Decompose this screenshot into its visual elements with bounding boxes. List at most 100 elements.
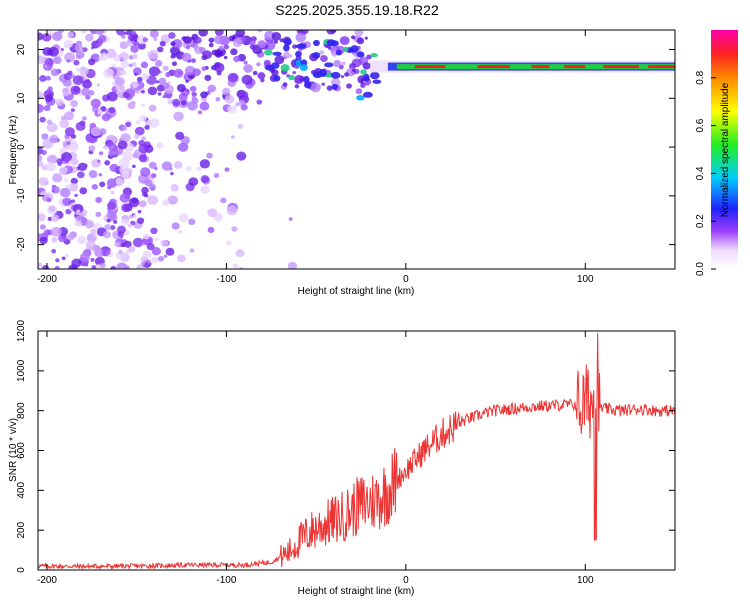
spectrogram-cell <box>51 237 58 243</box>
spectrogram-cell <box>108 143 118 152</box>
spectrogram-cell <box>38 176 49 186</box>
spectrogram-cell <box>66 233 75 241</box>
spectrogram-cell <box>147 195 159 206</box>
signal-peak <box>414 65 446 69</box>
spectrogram-cell <box>57 30 64 34</box>
spectrogram-cell <box>207 226 215 234</box>
spectrogram-cell <box>232 38 243 47</box>
spectrogram-cell <box>67 31 75 38</box>
spectrogram-cell <box>60 235 64 239</box>
x-tick-label: -100 <box>216 575 236 586</box>
spectrogram-cell <box>214 30 224 37</box>
spectrogram-cell <box>132 214 137 219</box>
spectrogram-cell <box>199 159 211 169</box>
spectrogram-cell <box>150 227 158 235</box>
spectrogram-cell <box>349 63 357 70</box>
spectrogram-cell <box>243 64 253 73</box>
spectrogram-cell <box>64 112 71 118</box>
spectrogram-cell <box>233 55 241 63</box>
spectrogram-cell <box>85 33 94 42</box>
spectrogram-cell <box>38 213 46 222</box>
spectrogram-cell <box>58 166 68 175</box>
spectrogram-cell <box>128 197 140 208</box>
x-tick-label: 0 <box>403 575 409 586</box>
spectrogram-cell <box>170 53 177 59</box>
spectrogram-cell <box>190 58 196 63</box>
spectrogram-cell <box>273 39 278 44</box>
spectrogram-cell <box>177 254 186 263</box>
spectrogram-cell <box>232 263 239 269</box>
spectrogram-cell <box>249 40 256 46</box>
spectrogram-cell <box>202 98 207 103</box>
spectrogram-cell <box>231 135 235 139</box>
spectrogram-cell <box>114 77 125 86</box>
spectrogram-cell <box>352 68 356 72</box>
spectrogram-cell <box>107 201 117 210</box>
spectrogram-cell <box>68 183 79 192</box>
spectrogram-cell <box>127 223 133 228</box>
spectrogram-cell <box>121 34 126 39</box>
spectrogram-cell <box>222 87 231 96</box>
spectrogram-cell <box>223 44 230 50</box>
spectrogram-cell <box>90 126 102 137</box>
spectrogram-cell <box>178 142 189 152</box>
spectrogram-cell <box>355 88 363 95</box>
spectrogram-cell <box>82 116 87 121</box>
spectrogram-cell <box>206 152 213 159</box>
spectrogram-cell <box>147 49 159 60</box>
spectrogram-cell <box>121 203 131 213</box>
spectrogram-cell <box>44 58 54 68</box>
spectrogram-cell <box>136 264 144 269</box>
snr-series-line <box>38 332 675 570</box>
spectrogram-cell <box>115 250 126 260</box>
colorbar-tick-label: 0.6 <box>695 118 706 132</box>
spectrogram-cell <box>350 45 359 53</box>
spectrogram-cell <box>76 171 85 179</box>
spectrogram-cell <box>138 154 148 163</box>
spectrogram-cell <box>122 91 130 99</box>
spectrogram-cell <box>330 71 341 79</box>
spectrogram-cell <box>38 91 44 100</box>
spectrogram-cell <box>295 43 306 49</box>
spectrogram-cell <box>154 166 158 171</box>
spectrogram-cell <box>39 224 46 230</box>
spectrogram-cell <box>178 230 183 234</box>
spectrogram-cell <box>257 40 266 49</box>
spectrogram-cell <box>135 120 141 125</box>
spectrogram-cell <box>73 203 84 214</box>
spectrogram-cell <box>167 195 178 205</box>
spectrogram-cell <box>110 190 115 195</box>
spectrogram-cell <box>351 35 356 40</box>
spectrogram-cell <box>156 142 164 149</box>
spectrogram-frame <box>37 29 676 270</box>
spectrogram-cell <box>47 205 58 215</box>
spectrogram-cell <box>74 193 78 198</box>
spectrogram-cell <box>109 225 116 231</box>
spectrogram-cell <box>144 193 149 198</box>
spectrogram-cell <box>271 31 282 41</box>
spectrogram-cell <box>59 119 69 129</box>
spectrogram-cell <box>101 248 111 257</box>
spectrogram-cell <box>128 63 133 68</box>
spectrogram-cell <box>67 70 73 76</box>
spectrogram-cell <box>147 86 158 96</box>
spectrogram-cell <box>224 94 235 104</box>
spectrogram-cell <box>60 47 65 51</box>
spectrogram-cell <box>151 246 161 256</box>
colorbar-tick-label: 0.0 <box>695 262 706 276</box>
spectrogram-cell <box>176 83 186 93</box>
spectrogram-cell <box>288 74 295 81</box>
spectrogram-cell <box>156 84 165 92</box>
spectrogram-cell <box>163 254 168 258</box>
spectrogram-cell <box>52 173 63 183</box>
colorbar-tick-label: 0.2 <box>695 214 706 228</box>
spectrogram-cell <box>200 185 210 194</box>
spectrogram-cell <box>79 252 90 262</box>
spectrogram-cell <box>38 160 44 167</box>
colorbar-tick-label: 0.4 <box>695 166 706 180</box>
spectrogram-cell <box>235 30 245 38</box>
spectrogram-cell <box>141 186 149 194</box>
spectrogram-cell <box>339 36 350 46</box>
spectrogram-cell <box>288 217 293 221</box>
